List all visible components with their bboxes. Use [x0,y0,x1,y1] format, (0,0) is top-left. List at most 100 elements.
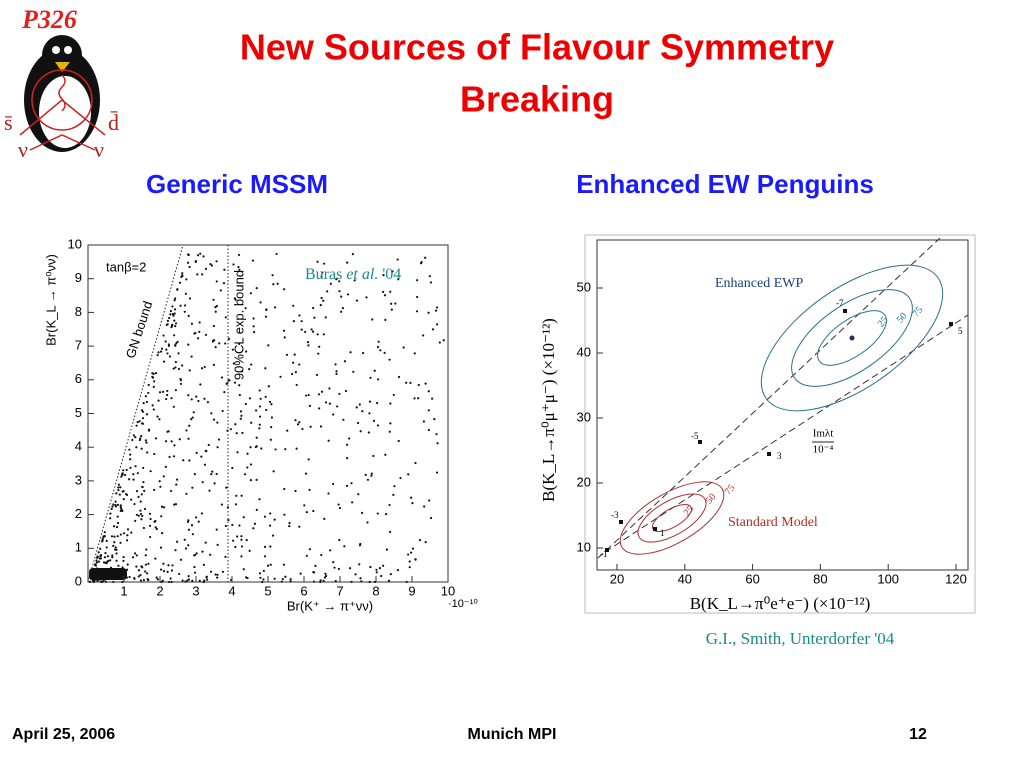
texture-dot [402,346,405,349]
texture-dot [136,472,139,475]
texture-dot [258,423,261,426]
texture-dot [382,274,385,277]
texture-dot [174,503,178,506]
texture-dot [274,448,277,451]
texture-dot [104,580,107,583]
texture-dot [311,330,315,333]
texture-dot [97,551,100,554]
texture-dot [300,320,303,323]
texture-dot [193,565,196,569]
texture-dot [327,492,330,495]
column-heading: Enhanced EW Penguins [576,169,874,199]
texture-dot [151,375,154,378]
texture-dot [372,419,376,422]
texture-dot [289,578,292,581]
texture-dot [122,532,126,535]
point-label: -1 [600,549,608,559]
texture-dot [197,399,200,403]
texture-dot [244,402,247,406]
x-tick-label: 9 [408,583,415,598]
texture-dot [114,546,117,549]
texture-dot [98,557,101,560]
y-tick-label: 4 [75,439,82,454]
texture-dot [255,286,258,290]
texture-dot [320,275,323,278]
texture-dot [373,369,376,372]
x-tick-label: 120 [945,571,967,586]
texture-dot [250,421,253,424]
texture-dot [177,352,180,355]
texture-dot [162,570,166,573]
x-tick-label: 3 [192,583,199,598]
texture-dot [193,554,196,557]
texture-dot [301,427,304,431]
texture-dot [211,470,214,473]
texture-dot [389,573,392,576]
texture-dot [149,535,152,539]
texture-dot [182,459,185,462]
texture-dot [99,547,102,550]
logo-title: P326 [21,5,77,34]
x-tick-label: 60 [745,571,759,586]
texture-dot [135,424,138,427]
x-axis-label: B(K_L→π⁰e⁺e⁻) (×10⁻¹²) [690,594,871,613]
texture-dot [258,498,261,501]
texture-dot [170,325,173,329]
texture-dot [332,413,335,416]
texture-dot [101,580,105,583]
texture-dot [367,431,370,434]
texture-dot [117,564,120,567]
texture-dot [233,381,237,384]
texture-dot [166,323,169,326]
point-label: -5 [691,431,699,441]
annotation: 10⁻⁴ [813,444,834,456]
texture-dot [263,545,267,548]
texture-dot [332,561,335,564]
texture-dot [201,481,204,484]
texture-dot [161,390,165,393]
texture-dot [286,429,289,432]
texture-dot [272,470,275,473]
texture-dot [224,555,227,558]
point-label: -3 [611,510,619,520]
texture-dot [273,577,276,580]
y-tick-label: 1 [75,540,82,555]
texture-dot [424,541,427,544]
slide-title: New Sources of Flavour Symmetry [240,27,834,68]
contours-sm [619,481,725,555]
texture-dot [147,391,150,395]
texture-dot [319,580,322,584]
texture-dot [172,314,175,317]
texture-dot [249,292,252,295]
texture-dot [338,538,341,542]
texture-dot [105,539,108,542]
texture-dot [328,402,332,405]
texture-dot [147,383,150,387]
texture-dot [119,533,122,536]
texture-dot [135,554,138,557]
texture-dot [190,322,194,325]
texture-dot [133,576,136,580]
texture-dot [169,310,173,313]
y-tick-label: 40 [577,344,591,359]
texture-dot [181,364,184,367]
x-tick-label: 20 [610,571,624,586]
texture-dot [442,339,445,342]
texture-dot [136,420,139,424]
texture-dot [308,404,312,408]
texture-dot [128,575,131,579]
figure-left [40,232,470,617]
figure-right [584,234,976,614]
texture-dot [171,564,174,567]
texture-dot [246,576,249,580]
texture-dot [146,572,149,575]
texture-dot [397,439,400,443]
texture-dot [114,504,117,507]
texture-dot [231,466,234,470]
texture-dot [152,385,155,388]
texture-dot [305,394,308,397]
texture-dot [284,448,287,451]
texture-dot [290,372,294,376]
texture-dot [210,473,213,476]
texture-dot [120,475,123,478]
